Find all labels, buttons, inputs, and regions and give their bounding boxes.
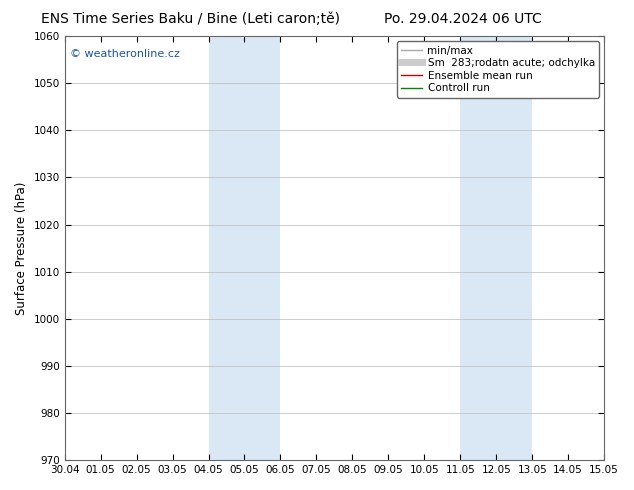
- Legend: min/max, Sm  283;rodatn acute; odchylka, Ensemble mean run, Controll run: min/max, Sm 283;rodatn acute; odchylka, …: [398, 41, 599, 98]
- Text: © weatheronline.cz: © weatheronline.cz: [70, 49, 180, 59]
- Text: Po. 29.04.2024 06 UTC: Po. 29.04.2024 06 UTC: [384, 12, 541, 26]
- Bar: [209, 36, 280, 460]
- Bar: [460, 36, 532, 460]
- Y-axis label: Surface Pressure (hPa): Surface Pressure (hPa): [15, 181, 28, 315]
- Text: ENS Time Series Baku / Bine (Leti caron;tě): ENS Time Series Baku / Bine (Leti caron;…: [41, 12, 340, 26]
